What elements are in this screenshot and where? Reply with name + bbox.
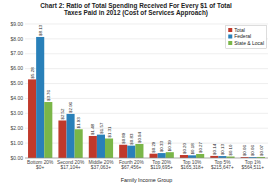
legend-label: Total (234, 27, 245, 33)
data-label: $0.29 (151, 141, 156, 153)
y-axis: $0.00 $1.00 $2.00 $3.00 $4.00 $5.00 $6.00 $7.00… (10, 21, 268, 161)
legend-swatch (228, 41, 232, 45)
x-tick-line: Top 1% (245, 160, 262, 165)
data-label: $3.76 (46, 89, 51, 101)
data-label: $8.13 (38, 24, 43, 36)
data-label: $1.31 (107, 126, 112, 138)
data-label: $0.83 (129, 133, 134, 145)
x-tick-line: Top 10% (183, 160, 202, 165)
x-tick-line: Middle 20% (88, 160, 114, 165)
x-tick-line: Fourth 20% (119, 160, 145, 165)
data-label: $0.07 (259, 144, 264, 156)
data-label: $0.13 (220, 144, 225, 156)
bar (75, 129, 83, 158)
x-tick-line: $165,318+ (181, 165, 204, 170)
data-label: $0.89 (121, 132, 126, 144)
x-axis: Bottom 20%$0+Second 20%$17,104+Middle 20… (27, 160, 264, 170)
x-axis-label: Family Income Group (121, 177, 173, 183)
y-tick-label: $3.00 (10, 110, 23, 116)
bar (127, 146, 135, 158)
bar (97, 135, 105, 158)
y-tick-label: $4.00 (10, 95, 23, 101)
bar (196, 154, 204, 158)
data-label: $0.10 (228, 144, 233, 156)
bar (67, 114, 75, 158)
data-label: $0.06 (242, 145, 247, 157)
data-label: $2.52 (60, 108, 65, 120)
data-label: $0.20 (182, 142, 187, 154)
legend: TotalFederalState & Local (226, 26, 267, 49)
y-tick-label: $6.00 (10, 65, 23, 71)
chart: Chart 2: Ratio of Total Spending Receive… (0, 0, 272, 185)
bar (36, 37, 44, 158)
data-label: $0.06 (250, 145, 255, 157)
x-tick-line: Second 20% (57, 160, 85, 165)
x-tick-line: Bottom 20% (27, 160, 54, 165)
data-label: $5.28 (30, 67, 35, 79)
legend-swatch (228, 35, 232, 39)
bar (158, 153, 166, 158)
bar (166, 152, 174, 158)
x-tick-line: Top 5% (214, 160, 231, 165)
bar (89, 136, 97, 158)
x-tick-line: $564,511+ (242, 165, 265, 170)
data-label: $1.93 (76, 117, 81, 129)
legend-label: State & Local (234, 40, 264, 46)
x-tick-label: Top 1%$564,511+ (242, 160, 265, 170)
x-tick-label: Top 20%$119,695+ (150, 160, 173, 170)
bar (28, 79, 36, 158)
legend-frame (226, 26, 267, 49)
legend-swatch (228, 28, 232, 32)
x-tick-line: $215,647+ (211, 165, 234, 170)
x-tick-label: Top 10%$165,318+ (181, 160, 204, 170)
grid-line (25, 53, 268, 54)
x-tick-line: $119,695+ (150, 165, 173, 170)
grid-line (25, 83, 268, 84)
bar (58, 120, 66, 158)
y-tick-label: $1.00 (10, 140, 23, 146)
title-line: Taxes Paid in 2012 (Cost of Services App… (64, 9, 208, 17)
data-label: $0.14 (212, 143, 217, 155)
x-tick-label: Top 5%$215,647+ (211, 160, 234, 170)
legend-label: Federal (234, 33, 251, 39)
bar (105, 138, 113, 158)
x-tick-line: Top 20% (152, 160, 171, 165)
x-tick-line: $17,104+ (60, 165, 80, 170)
bar (135, 144, 143, 158)
x-axis-line (25, 158, 268, 159)
y-tick-label: $8.00 (10, 36, 23, 42)
data-label: $0.39 (167, 140, 172, 152)
data-label: $1.57 (99, 122, 104, 134)
grid-line (25, 68, 268, 69)
bar (119, 145, 127, 158)
y-tick-label: $0.00 (10, 155, 23, 161)
y-tick-label: $5.00 (10, 80, 23, 86)
x-tick-line: $37,063+ (91, 165, 111, 170)
x-tick-label: Middle 20%$37,063+ (88, 160, 114, 170)
x-tick-label: Bottom 20%$0+ (27, 160, 54, 170)
bar (188, 155, 196, 158)
data-label: $2.96 (68, 101, 73, 113)
data-label: $0.33 (159, 141, 164, 153)
y-tick-label: $9.00 (10, 21, 23, 27)
grid-line (25, 98, 268, 99)
data-label: $0.27 (198, 141, 203, 153)
bar (44, 102, 52, 158)
data-label: $1.48 (90, 123, 95, 135)
bar (210, 156, 218, 158)
title: Chart 2: Ratio of Total Spending Receive… (40, 2, 232, 17)
y-tick-label: $7.00 (10, 50, 23, 56)
bar (180, 155, 188, 158)
x-tick-label: Fourth 20%$67,456+ (119, 160, 145, 170)
grid-line (25, 24, 268, 25)
x-tick-label: Second 20%$17,104+ (57, 160, 85, 170)
bars (28, 37, 265, 158)
bar (150, 154, 158, 158)
data-label: $0.18 (190, 143, 195, 155)
data-labels: $5.28 $2.52 $1.48 $0.89 $0.29 $0.20 $0.14 $0.06… (30, 24, 264, 156)
data-label: $0.94 (137, 131, 142, 143)
x-tick-line: $0+ (36, 165, 44, 170)
y-tick-label: $2.00 (10, 125, 23, 131)
x-tick-line: $67,456+ (121, 165, 141, 170)
